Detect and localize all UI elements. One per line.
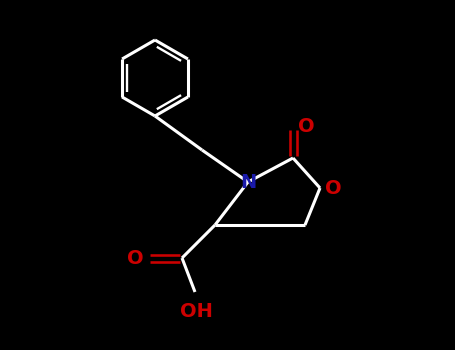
Text: N: N	[240, 174, 256, 192]
Text: OH: OH	[180, 302, 212, 321]
Text: O: O	[127, 248, 144, 267]
Text: O: O	[325, 180, 342, 198]
Text: O: O	[298, 117, 314, 135]
